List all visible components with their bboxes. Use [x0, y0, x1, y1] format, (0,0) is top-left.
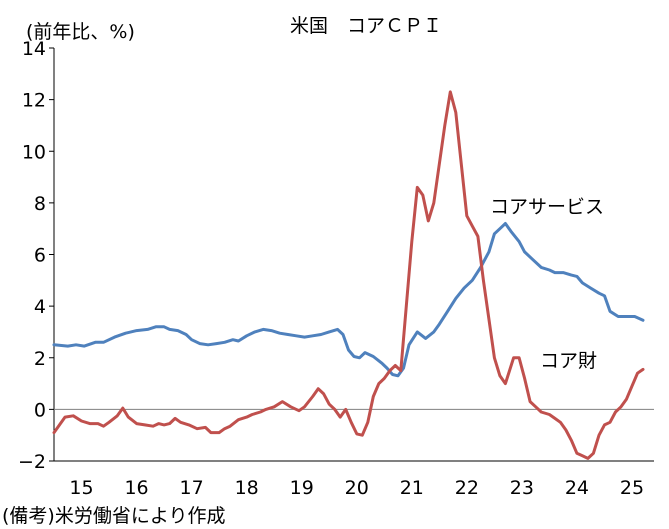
x-tick-label: 22 — [455, 477, 479, 499]
x-tick-label: 25 — [620, 477, 644, 499]
series-label-core-services: コアサービス — [490, 196, 604, 218]
x-tick-label: 15 — [69, 477, 93, 499]
y-tick-label: 10 — [22, 141, 46, 163]
x-tick-label: 20 — [345, 477, 369, 499]
series-label-core-goods: コア財 — [540, 350, 597, 372]
y-ticks: 14 12 10 8 6 4 2 0 −2 — [18, 38, 54, 473]
x-tick-label: 19 — [290, 477, 314, 499]
x-tick-label: 16 — [124, 477, 148, 499]
x-tick-label: 23 — [510, 477, 534, 499]
y-tick-label: −2 — [18, 451, 46, 473]
y-tick-label: 4 — [34, 296, 46, 318]
y-tick-label: 2 — [34, 348, 46, 370]
chart-title: 米国 コアＣＰＩ — [290, 15, 442, 37]
y-tick-label: 12 — [22, 90, 46, 112]
chart-note: (備考)米労働省により作成 — [2, 505, 225, 527]
series-lines — [52, 90, 645, 460]
y-tick-label: 0 — [34, 399, 46, 421]
y-axis-label: (前年比、%) — [26, 21, 135, 43]
x-tick-label: 21 — [400, 477, 424, 499]
y-tick-label: 8 — [34, 193, 46, 215]
y-tick-label: 6 — [34, 245, 46, 267]
x-ticks: 15 16 17 18 19 20 21 22 23 24 25 — [69, 477, 644, 499]
y-tick-label: 14 — [22, 38, 46, 60]
series-line-core-services — [52, 222, 645, 378]
x-tick-label: 18 — [235, 477, 259, 499]
x-tick-label: 24 — [565, 477, 589, 499]
series-line-core-goods — [52, 90, 645, 460]
x-tick-label: 17 — [180, 477, 204, 499]
